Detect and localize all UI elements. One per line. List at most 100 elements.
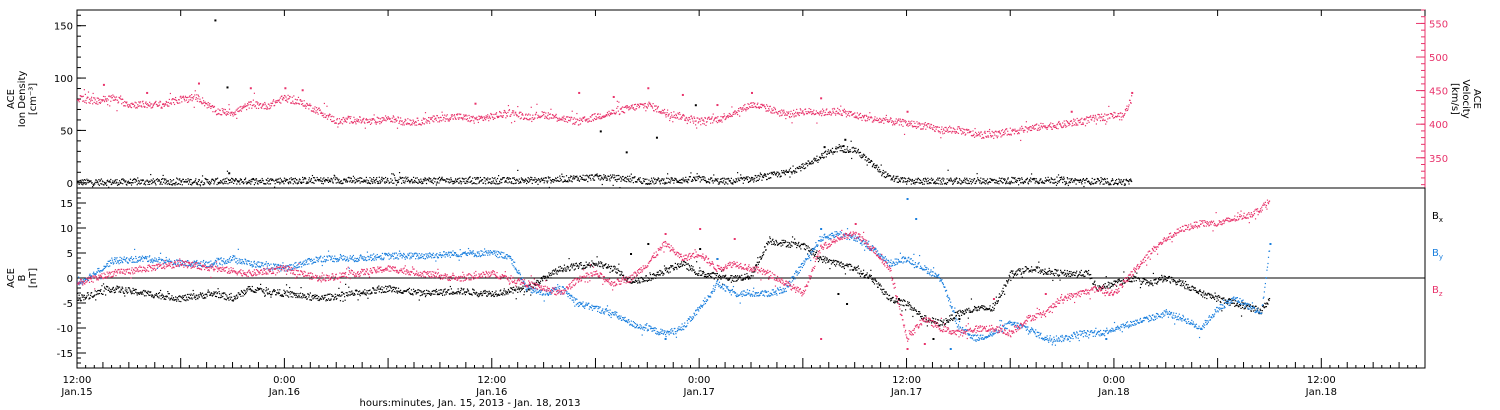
data-point xyxy=(831,108,834,110)
data-point xyxy=(285,284,288,286)
data-point xyxy=(898,124,900,126)
data-point xyxy=(574,123,576,125)
data-point xyxy=(1126,109,1129,112)
data-point xyxy=(155,292,158,295)
data-point xyxy=(741,108,743,110)
data-point xyxy=(388,290,390,292)
data-point xyxy=(155,294,157,296)
data-point xyxy=(566,121,569,123)
data-point xyxy=(515,113,517,115)
data-point xyxy=(736,112,738,114)
data-point xyxy=(478,292,480,295)
data-point xyxy=(270,102,272,104)
data-point xyxy=(810,162,812,164)
data-point xyxy=(277,181,279,183)
data-point xyxy=(860,116,863,119)
data-point xyxy=(178,99,180,101)
data-point xyxy=(1026,127,1028,129)
data-point xyxy=(764,106,766,108)
data-point xyxy=(161,293,163,295)
data-point xyxy=(895,118,897,120)
data-point xyxy=(904,181,906,183)
data-point xyxy=(471,294,473,296)
data-point xyxy=(402,124,404,126)
data-point xyxy=(251,181,253,183)
data-point xyxy=(965,133,967,135)
data-point xyxy=(176,99,178,102)
data-point xyxy=(675,178,677,180)
data-point xyxy=(966,129,968,131)
data-point xyxy=(639,177,641,179)
data-point xyxy=(634,176,636,178)
data-point xyxy=(488,115,490,117)
data-point xyxy=(423,290,426,292)
data-point-spike xyxy=(694,104,697,107)
data-point xyxy=(313,296,316,298)
data-point xyxy=(904,122,907,124)
y-axis-label-left: ACEIon Density[cm⁻³] xyxy=(6,71,39,128)
data-point xyxy=(476,176,478,179)
data-point xyxy=(651,179,653,181)
data-point xyxy=(793,116,795,118)
data-point xyxy=(845,113,847,115)
data-point xyxy=(832,110,834,112)
data-point xyxy=(303,296,305,298)
data-point xyxy=(510,182,512,184)
data-point xyxy=(438,293,441,296)
data-point xyxy=(370,291,373,293)
data-point xyxy=(504,111,506,113)
data-point xyxy=(369,177,371,179)
data-point xyxy=(1056,123,1059,125)
data-point xyxy=(656,108,658,110)
data-point xyxy=(386,118,388,120)
data-point xyxy=(715,179,717,181)
data-point xyxy=(292,183,294,185)
data-point xyxy=(719,120,722,122)
data-point xyxy=(889,119,891,121)
data-point xyxy=(1064,123,1066,125)
data-point xyxy=(314,295,317,298)
data-point xyxy=(236,117,238,119)
data-point xyxy=(1037,127,1039,129)
data-point xyxy=(537,178,540,180)
data-point xyxy=(92,296,94,298)
data-point xyxy=(421,294,423,296)
data-point xyxy=(131,290,133,292)
data-point xyxy=(78,299,80,301)
data-point xyxy=(201,296,203,298)
data-point xyxy=(240,295,242,297)
data-point xyxy=(189,178,191,181)
data-point xyxy=(742,177,744,180)
data-point xyxy=(750,106,752,108)
data-point xyxy=(297,295,300,297)
data-point xyxy=(372,287,374,289)
data-point xyxy=(306,181,308,183)
data-point xyxy=(99,102,102,104)
data-point xyxy=(862,153,865,155)
data-point xyxy=(560,180,562,182)
data-point xyxy=(94,290,96,292)
data-point xyxy=(308,296,310,298)
data-point xyxy=(517,105,519,108)
data-point xyxy=(941,126,943,128)
data-point xyxy=(815,160,818,162)
data-point xyxy=(177,297,179,299)
data-point xyxy=(361,177,363,179)
data-point xyxy=(962,131,964,133)
data-point xyxy=(302,294,304,296)
data-point xyxy=(387,286,389,288)
data-point xyxy=(774,172,776,174)
data-point xyxy=(363,180,365,183)
data-point xyxy=(1057,180,1059,182)
data-point xyxy=(232,115,234,117)
data-point xyxy=(273,288,275,291)
data-point xyxy=(148,180,150,182)
data-point xyxy=(158,180,161,182)
data-point xyxy=(311,174,314,177)
data-point xyxy=(516,178,518,180)
data-point xyxy=(952,182,954,184)
data-point xyxy=(434,118,436,120)
data-point xyxy=(301,181,303,183)
data-point xyxy=(326,180,329,182)
